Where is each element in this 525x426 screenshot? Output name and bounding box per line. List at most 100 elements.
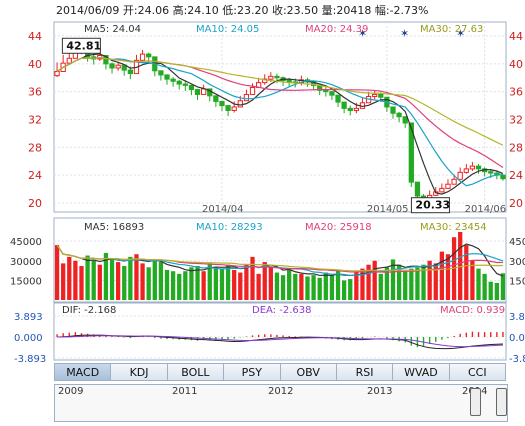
macd-panel-frame (53, 302, 507, 361)
tab-psy[interactable]: PSY (224, 363, 281, 381)
volume-bar (170, 271, 176, 300)
volume-bar (427, 260, 432, 300)
price-ytick-left: 20 (28, 197, 42, 210)
candle-body (439, 187, 445, 193)
macd-dea-line (57, 335, 503, 348)
candle-body (182, 83, 188, 86)
tab-macd[interactable]: MACD (54, 363, 112, 381)
price-ytick-left: 28 (28, 141, 42, 154)
macd-ytick-right: -3.893 (509, 354, 525, 365)
nav-right-handle[interactable] (496, 388, 507, 416)
tab-kdj[interactable]: KDJ (111, 363, 168, 381)
candle-body (463, 168, 469, 173)
volume-bar (494, 283, 499, 300)
price-xtick: 2014/06 (465, 204, 507, 215)
volume-bar (213, 267, 219, 300)
event-star-icon: ✶ (358, 27, 367, 40)
event-star-icon: ✶ (456, 27, 465, 40)
volume-ytick-right: 45000 (509, 237, 525, 248)
range-navigator[interactable] (54, 384, 508, 422)
volume-bar (109, 259, 115, 300)
volume-bar (341, 280, 347, 300)
volume-bar (433, 263, 438, 300)
volume-bar (311, 275, 316, 300)
volume-bar (189, 267, 194, 300)
volume-ytick-left: 15000 (10, 276, 42, 287)
price-ytick-right: 36 (509, 86, 523, 99)
macd-ytick-left: -3.893 (14, 354, 46, 365)
candle-body (268, 75, 274, 80)
volume-bar (146, 267, 151, 300)
candle-body (372, 93, 378, 98)
price-ma20-label: MA20: 24.39 (305, 24, 369, 35)
nav-year-2011: 2011 (172, 386, 198, 397)
candle-body (237, 100, 243, 108)
price-ma5-line (56, 53, 504, 195)
price-ytick-right: 32 (509, 114, 523, 127)
volume-bar (238, 272, 243, 300)
macd-ytick-left: 0.000 (14, 333, 43, 344)
tab-cci[interactable]: CCI (449, 363, 506, 381)
volume-ma5-label: MA5: 16893 (84, 222, 145, 233)
tab-obv[interactable]: OBV (280, 363, 337, 381)
volume-ytick-right: 30000 (509, 257, 525, 268)
candle-body (188, 84, 195, 91)
volume-bar (476, 268, 481, 300)
candle-body (231, 106, 237, 111)
volume-bar (244, 264, 249, 300)
candle-body (347, 107, 353, 111)
candle-body (115, 64, 121, 69)
volume-bar (403, 271, 408, 300)
event-star-icon: ✶ (400, 27, 409, 40)
nav-year-2013: 2013 (367, 386, 393, 397)
candle-body (445, 183, 451, 189)
volume-bar (378, 273, 383, 300)
volume-bar (287, 269, 292, 300)
volume-bar (458, 232, 463, 300)
volume-bar (140, 263, 145, 300)
volume-bar (115, 262, 121, 300)
volume-bar (164, 269, 170, 300)
candle-body (469, 165, 476, 170)
price-xtick: 2014/05 (367, 204, 409, 215)
volume-bar (305, 276, 310, 300)
macd-ytick-right: 0.000 (509, 333, 525, 344)
volume-bar (177, 273, 182, 300)
candle-body (329, 91, 335, 96)
candle-body (402, 116, 408, 124)
price-ytick-left: 40 (28, 58, 42, 71)
high-marker-label: 42.81 (66, 39, 101, 52)
volume-bar (366, 264, 371, 300)
volume-bar (415, 267, 420, 300)
volume-bar (390, 259, 396, 300)
indicator-tabs: MACD KDJ BOLL PSY OBV RSI WVAD CCI (54, 363, 506, 381)
price-ma30-line (56, 57, 504, 146)
volume-bar (195, 266, 200, 300)
nav-left-handle[interactable] (470, 388, 481, 416)
volume-ma30-line (56, 244, 503, 272)
price-ytick-left: 36 (28, 86, 42, 99)
quote-header: 2014/06/09 开:24.06 高:24.10 低:23.20 收:23.… (56, 4, 429, 17)
volume-ytick-right: 15000 (509, 276, 525, 287)
candle-body (274, 75, 280, 79)
candle-body (249, 86, 256, 95)
volume-bar (103, 252, 109, 300)
volume-bar (323, 272, 328, 300)
volume-bar (85, 255, 90, 300)
volume-bar (329, 275, 335, 300)
candle-body (414, 181, 421, 197)
tab-wvad[interactable]: WVAD (393, 363, 450, 381)
price-ytick-right: 28 (509, 141, 523, 154)
volume-bar (225, 264, 231, 300)
volume-bar (61, 263, 66, 300)
volume-bar (67, 256, 72, 300)
volume-bar (158, 262, 164, 300)
tab-boll[interactable]: BOLL (167, 363, 225, 381)
volume-bar (73, 260, 78, 300)
candle-body (127, 69, 133, 75)
tab-rsi[interactable]: RSI (336, 363, 394, 381)
macd-dif-line (57, 334, 503, 350)
volume-bar (262, 262, 267, 300)
price-xtick: 2014/04 (202, 204, 244, 215)
